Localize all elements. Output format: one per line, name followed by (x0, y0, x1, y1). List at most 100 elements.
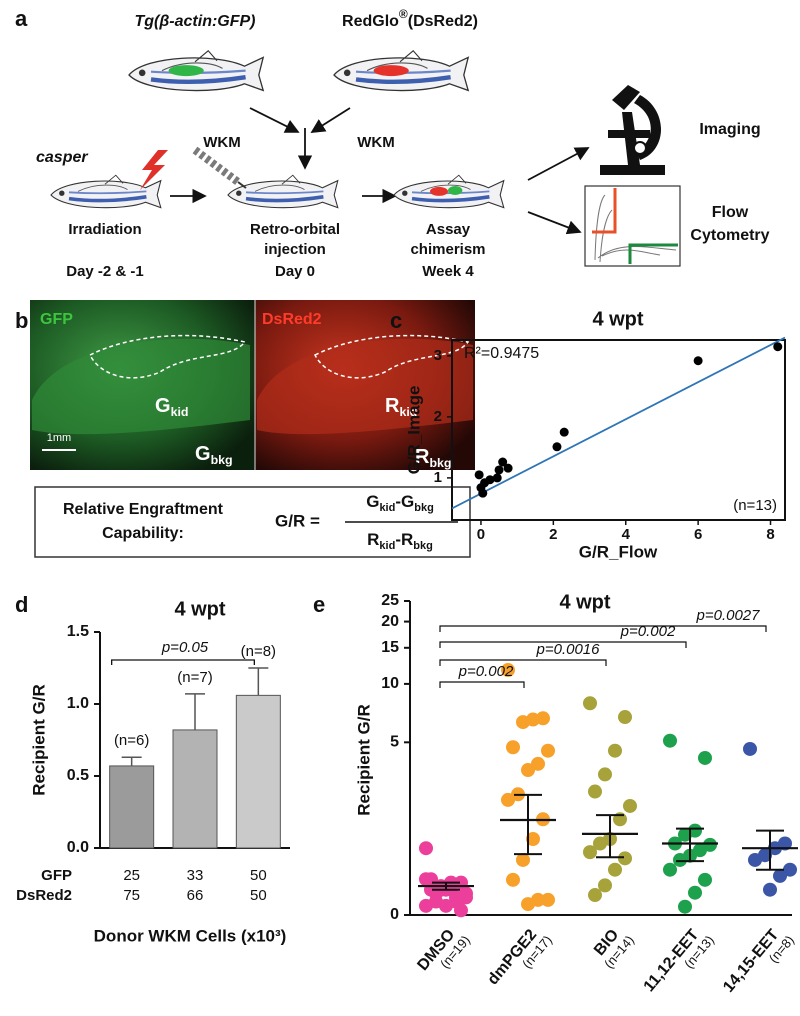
data-point (501, 663, 515, 678)
flow-gate (592, 188, 617, 234)
p-value: p=0.0027 (696, 607, 761, 624)
data-point (593, 836, 607, 851)
data-point (559, 427, 569, 437)
y-tick-label: 0.5 (67, 767, 89, 784)
data-point (598, 767, 612, 782)
readout-label: Cytometry (690, 227, 769, 244)
main-text: G (366, 492, 379, 511)
fish-fin (281, 174, 301, 185)
data-point (698, 872, 712, 887)
data-point (419, 872, 433, 887)
panel-label: e (313, 592, 325, 617)
fish-icon (50, 174, 162, 209)
x-tick-label: 4 (622, 526, 631, 543)
fish-organ (373, 65, 409, 77)
data-point (743, 741, 757, 756)
data-point (583, 696, 597, 711)
fish-gut (77, 184, 128, 192)
sem-bar (514, 793, 542, 856)
x-axis-label: Donor WKM Cells (x10³) (94, 926, 287, 945)
data-point (693, 356, 703, 366)
y-tick-label: 0 (390, 906, 399, 923)
y-axis-label: Recipient G/R (354, 704, 373, 815)
subscript: bkg (211, 453, 233, 467)
trendline (451, 336, 786, 510)
y-tick-label: 10 (381, 675, 399, 692)
bar (172, 729, 218, 849)
y-tick-label: 1 (434, 469, 442, 486)
y-tick-label: 25 (381, 592, 399, 609)
fish-stripe (411, 195, 490, 203)
x-tick-label: 8 (766, 526, 774, 543)
main-text: R (415, 446, 430, 468)
step-time: Week 4 (422, 263, 474, 280)
main-text: G (195, 443, 211, 465)
fish-eye (402, 190, 408, 196)
scale-bar-label: 1mm (47, 432, 71, 444)
microscope-part (634, 95, 661, 160)
step-time: Day -2 & -1 (66, 263, 144, 280)
step-label: chimerism (410, 241, 485, 258)
panel-label: c (390, 308, 402, 333)
data-point (748, 852, 762, 867)
data-point (583, 845, 597, 860)
y-tick-label: 1.0 (67, 695, 89, 712)
bar (235, 694, 281, 849)
significance-bracket (111, 659, 255, 665)
row-label: DsRed2 (16, 887, 72, 904)
data-point (673, 852, 687, 867)
donor-label: RedGlo®(DsRed2) (342, 7, 478, 30)
y-tick-label: 5 (390, 734, 399, 751)
wkm-label: WKM (203, 134, 241, 151)
n-label: (n=13) (733, 497, 777, 514)
y-axis-label: G/R_Image (404, 386, 423, 475)
data-point (531, 756, 545, 771)
data-point (498, 457, 508, 467)
main-text: G (155, 395, 171, 417)
data-point (492, 473, 502, 483)
data-point (588, 888, 602, 903)
row-value: 66 (187, 887, 204, 904)
x-tick-label: 6 (694, 526, 702, 543)
main-text: R (385, 395, 400, 417)
main-text: -R (395, 530, 413, 549)
x-axis-label: G/R_Flow (579, 542, 658, 561)
data-point (501, 792, 515, 807)
data-point (521, 897, 535, 912)
error-bar (248, 667, 269, 696)
fish-stripe (245, 190, 324, 195)
fish-icon (227, 174, 339, 209)
subscript: bkg (413, 540, 433, 552)
chart-title: 4 wpt (559, 591, 610, 613)
subscript: kid (399, 405, 417, 419)
subscript: kid (379, 540, 395, 552)
row-value: 75 (123, 887, 140, 904)
row-label: GFP (41, 867, 72, 884)
y-tick-label: 3 (434, 347, 442, 364)
arrow (527, 147, 590, 181)
data-point (516, 715, 530, 730)
n-label: (n=8) (241, 643, 276, 660)
fish-gut (161, 62, 223, 72)
fish-fin (194, 50, 218, 63)
kidney-outline (88, 334, 247, 379)
n-label: (n=6) (114, 732, 149, 749)
row-value: 50 (250, 867, 267, 884)
fish-shape (257, 338, 473, 435)
microscope-part (622, 112, 640, 165)
donor-name: RedGlo (342, 13, 399, 30)
fish-stripe (245, 195, 324, 203)
significance-bracket (439, 625, 767, 632)
fish-fin (447, 174, 467, 185)
data-point (678, 827, 692, 842)
data-point (618, 851, 632, 866)
flow-plot (584, 185, 681, 267)
step-time: Day 0 (275, 263, 315, 280)
subscript: kid (171, 405, 189, 419)
sem-bar (676, 827, 704, 863)
y-tick-label: 2 (434, 408, 442, 425)
data-point (663, 862, 677, 877)
data-point (419, 898, 433, 913)
data-point (506, 740, 520, 755)
formula-caption: Capability: (102, 525, 184, 542)
